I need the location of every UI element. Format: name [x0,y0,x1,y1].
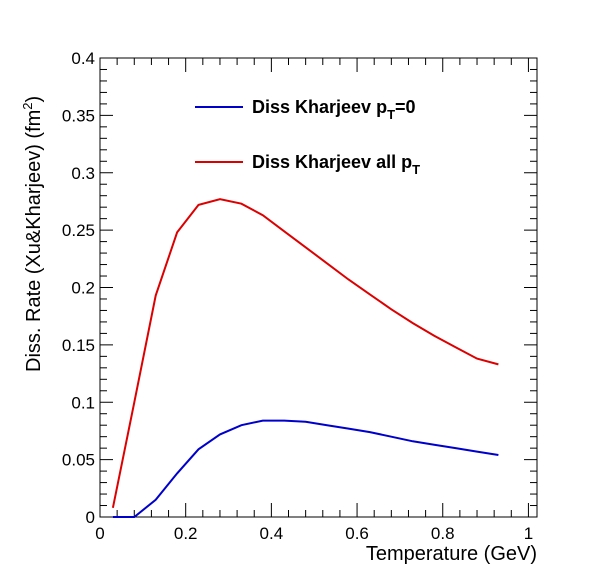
legend: Diss Kharjeev pT=0 Diss Kharjeev all pT [195,97,420,177]
series-line-pt0 [112,419,499,518]
x-tick-label: 1 [524,524,533,543]
series-lines [111,198,499,518]
y-tick-label: 0.35 [62,106,95,125]
x-tick-label: 0.2 [174,524,198,543]
y-tick-label: 0.4 [71,49,95,68]
plot-frame [99,57,538,518]
axis-ticks [99,57,537,518]
x-tick-label: 0 [95,524,104,543]
y-tick-label: 0.2 [71,279,95,298]
y-tick-label: 0.05 [62,451,95,470]
series-line-allpt [111,198,499,508]
y-axis-title: Diss. Rate (Xu&Kharjeev) (fm2) [20,96,45,372]
legend-label-pt0: Diss Kharjeev pT=0 [252,97,416,122]
y-tick-label: 0.1 [71,393,95,412]
legend-label-allpt: Diss Kharjeev all pT [252,152,420,177]
x-axis-title: Temperature (GeV) [366,543,537,565]
y-tick-label: 0.15 [62,336,95,355]
x-tick-label: 0.4 [260,524,284,543]
y-tick-label: 0.3 [71,164,95,183]
x-tick-label: 0.8 [431,524,455,543]
axis-tick-labels: 0 0.2 0.4 0.6 0.8 1 0 0.05 0.1 0.15 0.2 0.25 0.3 0.35… [62,49,533,543]
y-tick-label: 0.25 [62,221,95,240]
y-tick-label: 0 [86,508,95,527]
x-tick-label: 0.6 [345,524,369,543]
